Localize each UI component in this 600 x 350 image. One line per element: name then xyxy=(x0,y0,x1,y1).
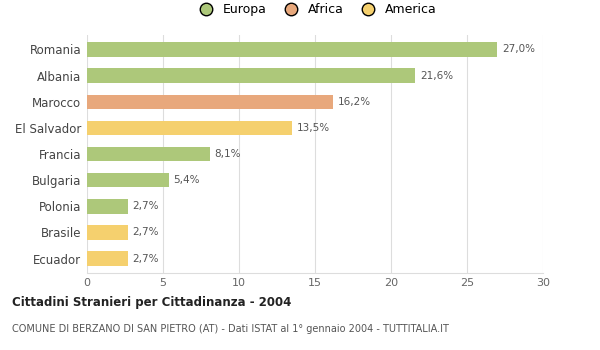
Bar xyxy=(87,147,210,161)
Text: 5,4%: 5,4% xyxy=(173,175,200,185)
Text: 16,2%: 16,2% xyxy=(338,97,371,107)
Bar xyxy=(87,225,128,240)
Text: 21,6%: 21,6% xyxy=(420,71,453,80)
Bar xyxy=(87,173,169,187)
Text: 13,5%: 13,5% xyxy=(297,123,330,133)
Bar xyxy=(87,121,292,135)
Bar xyxy=(87,251,128,266)
Text: 8,1%: 8,1% xyxy=(215,149,241,159)
Legend: Europa, Africa, America: Europa, Africa, America xyxy=(188,0,442,21)
Bar xyxy=(87,94,333,109)
Text: 27,0%: 27,0% xyxy=(502,44,535,54)
Text: 2,7%: 2,7% xyxy=(133,201,159,211)
Text: 2,7%: 2,7% xyxy=(133,254,159,264)
Bar xyxy=(87,68,415,83)
Bar xyxy=(87,199,128,214)
Text: Cittadini Stranieri per Cittadinanza - 2004: Cittadini Stranieri per Cittadinanza - 2… xyxy=(12,296,292,309)
Text: 2,7%: 2,7% xyxy=(133,228,159,237)
Bar xyxy=(87,42,497,57)
Text: COMUNE DI BERZANO DI SAN PIETRO (AT) - Dati ISTAT al 1° gennaio 2004 - TUTTITALI: COMUNE DI BERZANO DI SAN PIETRO (AT) - D… xyxy=(12,324,449,334)
